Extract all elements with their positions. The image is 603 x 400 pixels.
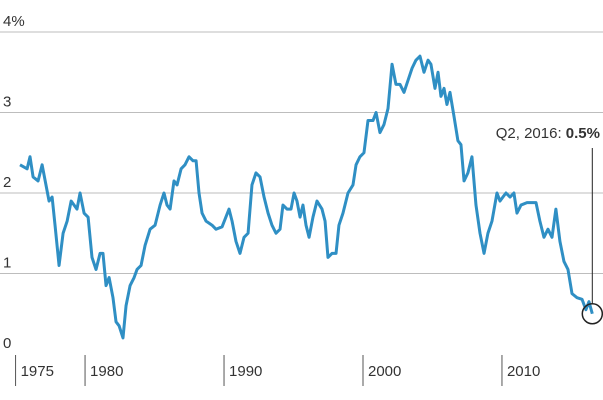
x-tick-label: 1975 (21, 363, 54, 380)
annotation-value: 0.5% (566, 125, 600, 142)
y-tick-label: 2 (3, 174, 11, 191)
data-line (19, 54, 594, 340)
x-tick-label: 2000 (368, 363, 401, 380)
x-tick-label: 1980 (90, 363, 123, 380)
annotation-label: Q2, 2016: (496, 125, 566, 142)
x-tick-label: 2010 (507, 363, 540, 380)
y-tick-label: 0 (3, 335, 11, 352)
annotation-circle (581, 303, 603, 325)
y-tick-label: 4% (3, 13, 25, 30)
annotation: Q2, 2016: 0.5% (496, 125, 600, 142)
y-tick-label: 3 (3, 94, 11, 111)
x-tick-label: 1990 (229, 363, 262, 380)
y-tick-label: 1 (3, 255, 11, 272)
